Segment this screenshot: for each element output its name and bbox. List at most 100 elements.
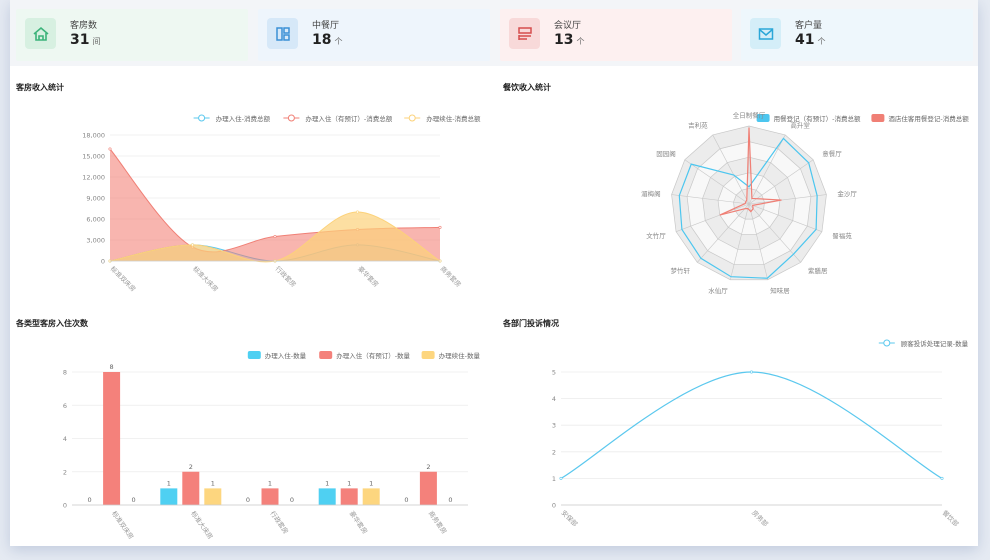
y-tick-label: 8: [63, 369, 67, 377]
stat-label: 中餐厅: [312, 21, 340, 31]
y-tick-label: 1: [552, 475, 556, 483]
dining-income-panel: 餐饮收入统计 酒店住客用餐登记-消费总额 用餐登记（有预订）-消费总额 全日制餐厅高…: [497, 70, 978, 300]
dining-income-chart: 酒店住客用餐登记-消费总额 用餐登记（有预订）-消费总额全日制餐厅高升堂意餐厅金沙…: [641, 111, 969, 295]
room-income-chart: 办理续住-消费总额 办理入住（有预订）-消费总额 办理入住-消费总额 0 3,000 6,…: [82, 114, 481, 293]
series-area: [110, 212, 440, 262]
radar-indicator-label: 湄梅阁: [641, 189, 661, 198]
data-point: [750, 370, 754, 374]
legend-swatch: [319, 351, 333, 359]
y-tick-label: 15,000: [82, 153, 105, 161]
data-point: [191, 243, 195, 247]
radar-spoke: [748, 203, 823, 232]
stat-value: 13 个: [554, 32, 585, 48]
y-tick-label: 6,000: [86, 216, 105, 224]
legend-swatch: [871, 114, 885, 122]
x-tick-label: 标准双床房: [110, 509, 136, 541]
bar: [160, 488, 178, 505]
stat-label: 客户量: [795, 21, 823, 31]
legend-marker: [883, 339, 891, 347]
radar-indicator-label: 吉利苑: [688, 121, 708, 130]
y-tick-label: 2: [552, 448, 556, 456]
layout-icon: [267, 18, 298, 49]
radar-series: [678, 137, 818, 279]
x-tick-label: 商务套房: [439, 264, 464, 289]
bar: [362, 488, 380, 505]
y-tick-label: 2: [63, 468, 67, 476]
y-tick-label: 9,000: [86, 195, 105, 203]
y-tick-label: 0: [552, 502, 556, 510]
radar-spoke: [748, 203, 768, 280]
legend-label: 办理续住-数量: [439, 351, 481, 360]
legend-label: 办理入住-数量: [265, 351, 307, 360]
legend-label: 用餐登记（有预订）-消费总额: [774, 114, 861, 123]
panel-title: 各类型客房入住次数: [16, 319, 88, 328]
radar-spoke: [748, 203, 801, 263]
bar-value-label: 0: [404, 496, 408, 504]
bar-value-label: 2: [426, 463, 430, 471]
bar: [182, 471, 200, 505]
mail-icon: [750, 18, 781, 49]
complaints-panel: 各部门投诉情况 顾客投诉处理记录-数量 0 1 2 3 4 5 安保部 房务部 餐饮部: [497, 306, 978, 546]
y-tick-label: 12,000: [82, 174, 105, 182]
bar-value-label: 1: [325, 479, 329, 487]
radar-spoke: [712, 134, 750, 205]
bar-value-label: 8: [110, 363, 114, 371]
x-tick-label: 标准大床房: [191, 264, 220, 293]
radar-spoke: [671, 194, 750, 205]
bar: [103, 372, 121, 505]
legend-swatch: [421, 351, 435, 359]
stat-value: 41 个: [795, 32, 826, 48]
bar-value-label: 1: [268, 479, 272, 487]
y-tick-label: 6: [63, 402, 67, 410]
data-point: [559, 476, 563, 480]
panel-title: 客房收入统计: [16, 83, 64, 92]
form-icon: [509, 18, 540, 49]
bar: [261, 488, 279, 505]
legend-label: 办理入住（有预订）-消费总额: [305, 114, 392, 123]
dashboard: 客房数 31 间 中餐厅 18 个 会议厅 13 个 客户量 41 个 客房收入统计: [10, 0, 978, 546]
x-tick-label: 标准大床房: [189, 509, 215, 541]
x-tick-label: 餐饮部: [941, 508, 962, 529]
radar-spoke: [697, 203, 750, 263]
legend-swatch: [247, 351, 261, 359]
data-point: [108, 147, 112, 151]
bar-value-label: 1: [347, 479, 351, 487]
radar-indicator-label: 梦竹轩: [670, 266, 690, 275]
radar-spoke: [748, 159, 814, 205]
radar-indicator-label: 蜀福苑: [832, 231, 852, 240]
complaints-chart: 顾客投诉处理记录-数量 0 1 2 3 4 5 安保部 房务部 餐饮部: [552, 339, 969, 529]
stat-card-customers[interactable]: 客户量 41 个: [741, 9, 973, 61]
legend-label: 办理入住（有预订）-数量: [336, 351, 410, 360]
y-tick-label: 4: [63, 435, 67, 443]
legend-marker: [287, 114, 295, 122]
panel-title: 各部门投诉情况: [503, 319, 559, 328]
radar-indicator-label: 金沙厅: [837, 189, 857, 198]
bar-value-label: 0: [88, 496, 92, 504]
y-tick-label: 0: [101, 258, 105, 266]
radar-indicator-label: 知味居: [770, 286, 790, 295]
radar-indicator-label: 全日制餐厅: [733, 111, 766, 120]
stat-card-rooms[interactable]: 客房数 31 间: [16, 9, 248, 61]
legend-label: 顾客投诉处理记录-数量: [901, 339, 969, 348]
y-tick-label: 5: [552, 369, 556, 377]
data-point: [273, 235, 277, 239]
radar-spoke: [748, 134, 786, 205]
house-icon: [25, 18, 56, 49]
legend-swatch: [756, 114, 770, 122]
room-count-panel: 各类型客房入住次数 办理续住-数量 办理入住（有预订）-数量 办理入住-数量 0 2 4 6…: [10, 306, 492, 546]
stat-card-chinese-restaurant[interactable]: 中餐厅 18 个: [258, 9, 490, 61]
stat-card-meeting-hall[interactable]: 会议厅 13 个: [500, 9, 732, 61]
legend-label: 酒店住客用餐登记-消费总额: [888, 114, 969, 123]
legend-marker: [198, 114, 206, 122]
bar-value-label: 0: [448, 496, 452, 504]
room-count-chart: 办理续住-数量 办理入住（有预订）-数量 办理入住-数量 0 2 4 6 8 0 8 0 标准双床房 1…: [63, 351, 481, 541]
legend-marker: [408, 114, 416, 122]
room-income-panel: 客房收入统计 办理续住-消费总额 办理入住（有预订）-消费总额 办理入住-消费总额 0…: [10, 70, 492, 300]
bar: [419, 471, 437, 505]
x-tick-label: 房务部: [750, 508, 771, 529]
bar-value-label: 2: [189, 463, 193, 471]
x-tick-label: 豪华套房: [356, 264, 381, 289]
bar-value-label: 1: [369, 479, 373, 487]
radar-spoke: [748, 194, 827, 205]
stat-label: 会议厅: [554, 21, 582, 31]
